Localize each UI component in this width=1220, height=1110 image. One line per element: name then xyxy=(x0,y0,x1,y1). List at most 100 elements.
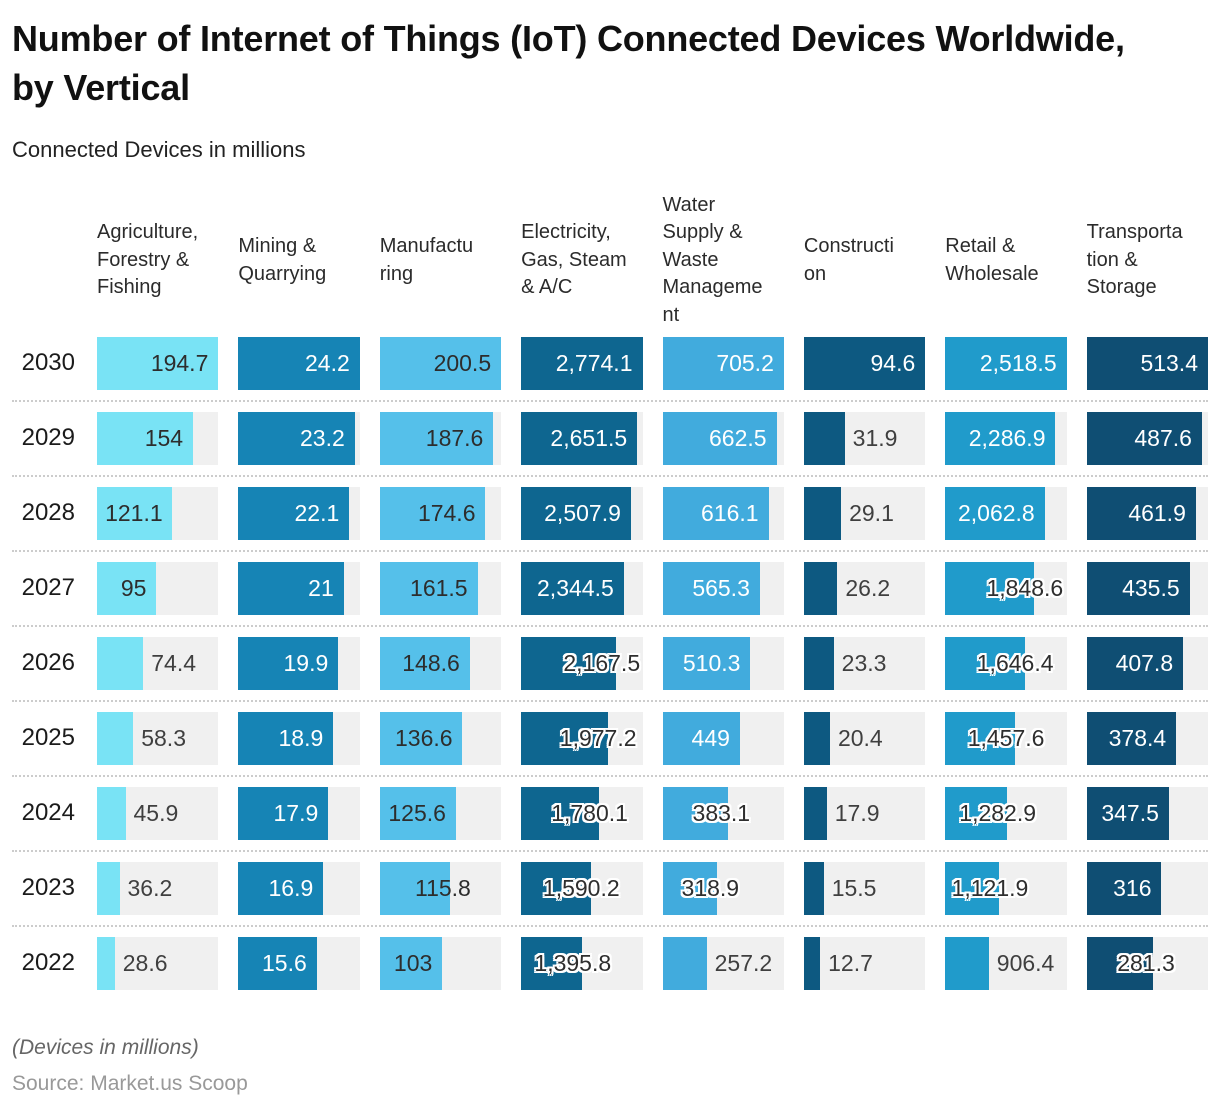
bar-value-label: 21 xyxy=(308,574,334,601)
bar-value-label: 115.8 xyxy=(415,874,471,901)
year-label: 2023 xyxy=(21,874,75,902)
bar-value-label: 125.6 xyxy=(388,799,446,826)
bar-track: 74.4 xyxy=(97,636,219,690)
bar xyxy=(1086,411,1202,465)
bar-value-label: 154 xyxy=(144,424,184,451)
column-header-5: Water Supply & Waste Manageme nt xyxy=(662,193,763,327)
bar xyxy=(238,561,344,615)
bar xyxy=(945,561,1035,615)
bar-track: 15.5 xyxy=(803,861,926,915)
bar-value-label: 257.2 xyxy=(714,949,773,976)
bar-track: 487.6 xyxy=(1086,411,1208,465)
bar xyxy=(379,561,478,615)
year-label: 2022 xyxy=(21,949,75,977)
bar-track: 2,344.5 xyxy=(521,561,643,615)
bar xyxy=(238,786,329,840)
bar xyxy=(1086,336,1208,390)
bar-value-label: 705.2 xyxy=(716,349,774,376)
bar-track: 148.6 xyxy=(379,636,502,690)
page-subtitle: Connected Devices in millions xyxy=(12,136,306,162)
bar-track: 22.1 xyxy=(238,486,360,540)
bar xyxy=(662,411,777,465)
bar-track: 318.9 xyxy=(662,861,784,915)
bar-track: 194.7 xyxy=(97,336,219,390)
bar xyxy=(238,861,324,915)
bar-value-label: 200.5 xyxy=(433,349,492,376)
row-separator xyxy=(12,774,1208,777)
bar xyxy=(945,636,1025,690)
table-row-2027: 2027 95 21 161.5 2,344.5 565.3 26.2 1,848.6 435.… xyxy=(12,561,1208,615)
bar xyxy=(379,711,463,765)
bar xyxy=(662,561,760,615)
bar xyxy=(379,936,443,990)
bar-value-label: 281.3 xyxy=(1117,949,1175,976)
bar xyxy=(379,486,486,540)
bar xyxy=(238,411,355,465)
bar xyxy=(803,936,821,990)
bar-track: 161.5 xyxy=(379,561,502,615)
bar xyxy=(521,561,624,615)
bar xyxy=(662,486,769,540)
bar-track: 616.1 xyxy=(662,486,784,540)
bar xyxy=(521,636,616,690)
bar xyxy=(521,486,631,540)
bar-value-label: 2,344.5 xyxy=(537,574,614,601)
column-header-row: Agriculture, Forestry & Fishing Mining & … xyxy=(12,191,1208,331)
bar-track: 383.1 xyxy=(662,786,784,840)
bar xyxy=(662,336,784,390)
bar-track: 200.5 xyxy=(379,336,502,390)
bar-track: 461.9 xyxy=(1086,486,1208,540)
bar xyxy=(803,486,842,540)
bar-value-label: 161.5 xyxy=(410,574,468,601)
bar-track: 378.4 xyxy=(1086,711,1208,765)
bar-track: 24.2 xyxy=(238,336,360,390)
bar-track: 1,395.8 xyxy=(521,936,643,990)
bar-track: 565.3 xyxy=(662,561,784,615)
bar-track: 174.6 xyxy=(379,486,502,540)
bar-track: 23.3 xyxy=(803,636,926,690)
bar-value-label: 1,457.6 xyxy=(967,724,1045,751)
bar xyxy=(97,861,120,915)
bar-track: 513.4 xyxy=(1086,336,1208,390)
bar-track: 435.5 xyxy=(1086,561,1208,615)
bar-value-label: 1,780.1 xyxy=(551,799,628,826)
bar-track: 16.9 xyxy=(238,861,360,915)
bar xyxy=(238,486,350,540)
page-title: Number of Internet of Things (IoT) Conne… xyxy=(12,18,1125,109)
bar-value-label: 2,507.9 xyxy=(544,499,621,526)
bar xyxy=(238,336,360,390)
bar-track: 17.9 xyxy=(238,786,360,840)
bar-track: 115.8 xyxy=(379,861,502,915)
bar xyxy=(379,636,470,690)
bar-value-label: 1,395.8 xyxy=(534,949,612,976)
bar xyxy=(662,711,740,765)
bar-track: 12.7 xyxy=(803,936,926,990)
column-header-3: Manufactu ring xyxy=(379,235,474,285)
bar-track: 2,518.5 xyxy=(945,336,1067,390)
bar xyxy=(945,411,1056,465)
bar-track: 1,121.9 xyxy=(945,861,1067,915)
bar xyxy=(97,636,144,690)
bar-value-label: 22.1 xyxy=(294,499,340,526)
bar-track: 187.6 xyxy=(379,411,502,465)
bar-value-label: 36.2 xyxy=(127,874,173,901)
bar xyxy=(1086,561,1190,615)
bar-track: 23.2 xyxy=(238,411,360,465)
bar-track: 95 xyxy=(97,561,219,615)
bar xyxy=(97,486,173,540)
chart-table: Agriculture, Forestry & Fishing Mining & … xyxy=(12,191,1208,990)
bar-value-label: 121.1 xyxy=(105,499,163,526)
bar-value-label: 31.9 xyxy=(852,424,898,451)
bar xyxy=(1086,711,1177,765)
bar-value-label: 187.6 xyxy=(425,424,484,451)
bar xyxy=(521,936,583,990)
bar-track: 1,457.6 xyxy=(945,711,1067,765)
bar-track: 906.4 xyxy=(945,936,1067,990)
bar xyxy=(803,336,926,390)
year-label: 2029 xyxy=(21,424,75,452)
bar-track: 257.2 xyxy=(662,936,784,990)
bar xyxy=(803,411,845,465)
bar xyxy=(97,561,157,615)
table-row-2029: 2029 154 23.2 187.6 2,651.5 662.5 31.9 2,286.9 4… xyxy=(12,411,1208,465)
bar-value-label: 2,167.5 xyxy=(563,649,641,676)
